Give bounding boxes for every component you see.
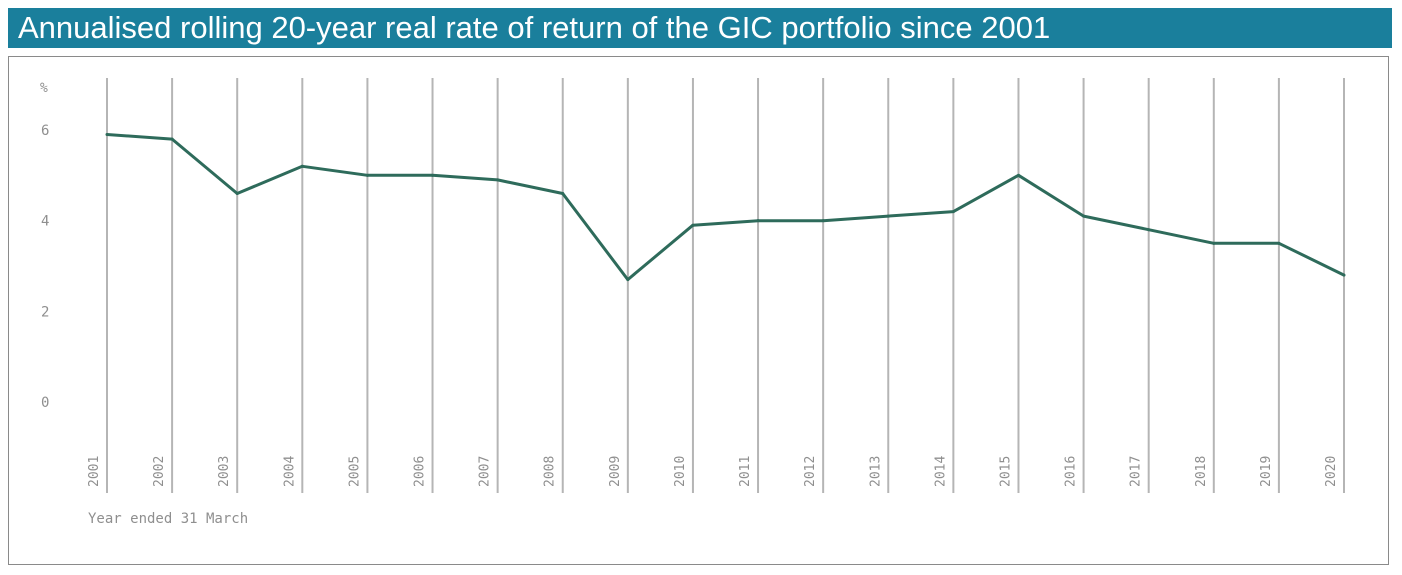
x-tick-label-2008: 2008 — [543, 456, 558, 487]
x-tick-label-2011: 2011 — [738, 456, 753, 487]
x-tick-label-2017: 2017 — [1129, 456, 1144, 487]
x-tick-label-2001: 2001 — [87, 456, 102, 487]
data-point-2007 — [496, 178, 500, 182]
data-point-2005 — [365, 173, 369, 177]
y-tick-label-0: 0 — [41, 395, 49, 411]
x-tick-label-2006: 2006 — [413, 456, 428, 487]
x-tick-label-2004: 2004 — [282, 456, 297, 487]
x-axis-ticks: 2001 2002 2003 2004 2005 2006 2007 2008 2009 2010… — [87, 456, 1339, 487]
data-point-2002 — [170, 137, 174, 141]
x-tick-label-2002: 2002 — [152, 456, 167, 487]
data-point-2008 — [561, 191, 565, 195]
series-layer — [105, 133, 1346, 282]
y-axis-ticks: 0 2 4 6 — [41, 123, 49, 411]
y-axis-unit-label: % — [40, 81, 48, 96]
x-tick-label-2003: 2003 — [217, 456, 232, 487]
data-point-2020 — [1342, 273, 1346, 277]
data-point-2015 — [1016, 173, 1020, 177]
x-tick-label-2020: 2020 — [1324, 456, 1339, 487]
x-tick-label-2018: 2018 — [1194, 456, 1209, 487]
chart-title: Annualised rolling 20-year real rate of … — [8, 8, 1392, 48]
data-point-2001 — [105, 133, 109, 137]
y-tick-label-2: 2 — [41, 304, 49, 320]
x-tick-label-2016: 2016 — [1064, 456, 1079, 487]
data-point-2013 — [886, 214, 890, 218]
x-tick-label-2005: 2005 — [347, 456, 362, 487]
data-point-2012 — [821, 219, 825, 223]
data-point-2016 — [1082, 214, 1086, 218]
data-point-2009 — [626, 278, 630, 282]
series-line-0 — [106, 133, 1345, 282]
data-point-2011 — [756, 219, 760, 223]
data-point-2003 — [235, 191, 239, 195]
x-tick-label-2010: 2010 — [673, 456, 688, 487]
x-axis-title: Year ended 31 March — [88, 511, 248, 527]
x-tick-label-2013: 2013 — [868, 456, 883, 487]
x-tick-label-2009: 2009 — [608, 456, 623, 487]
x-tick-label-2012: 2012 — [803, 456, 818, 487]
data-point-2004 — [300, 164, 304, 168]
x-tick-label-2019: 2019 — [1259, 456, 1274, 487]
data-point-2010 — [691, 223, 695, 227]
x-tick-label-2015: 2015 — [998, 456, 1013, 487]
vertical-gridlines — [106, 78, 1345, 493]
y-tick-label-4: 4 — [41, 214, 49, 230]
data-point-2017 — [1147, 228, 1151, 232]
data-point-2019 — [1277, 241, 1281, 245]
x-tick-label-2014: 2014 — [933, 456, 948, 487]
data-point-2018 — [1212, 241, 1216, 245]
y-tick-label-6: 6 — [41, 123, 49, 139]
x-tick-label-2007: 2007 — [478, 456, 493, 487]
data-point-2006 — [431, 173, 435, 177]
data-point-2014 — [951, 210, 955, 214]
